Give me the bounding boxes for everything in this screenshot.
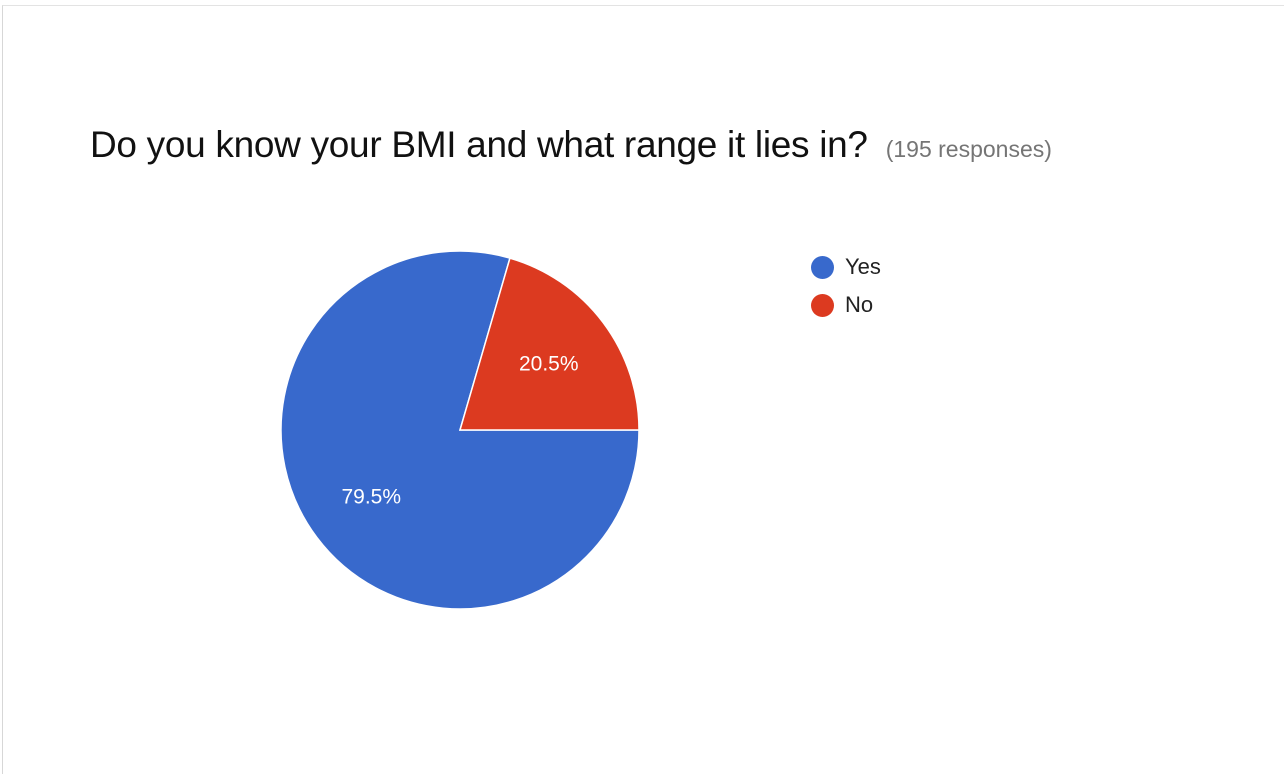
legend-item-no[interactable]: No xyxy=(811,286,881,324)
chart-legend: Yes No xyxy=(811,248,881,324)
chart-title: Do you know your BMI and what range it l… xyxy=(90,124,868,165)
pie-label-no: 20.5% xyxy=(519,352,579,375)
legend-label-no: No xyxy=(845,292,874,317)
legend-swatch-yes xyxy=(811,255,834,279)
pie-slice-no[interactable] xyxy=(459,257,640,431)
pie-slices xyxy=(280,250,640,610)
legend-swatch-no xyxy=(811,293,834,317)
legend-item-yes[interactable]: Yes xyxy=(811,248,881,286)
response-count: (195 responses) xyxy=(885,136,1052,162)
chart-header: Do you know your BMI and what range it l… xyxy=(90,124,1052,166)
pie-label-yes: 79.5% xyxy=(341,486,401,509)
chart-card: Do you know your BMI and what range it l… xyxy=(2,5,1284,774)
legend-label-yes: Yes xyxy=(845,254,881,279)
pie-labels: 79.5% 20.5% xyxy=(341,352,578,508)
